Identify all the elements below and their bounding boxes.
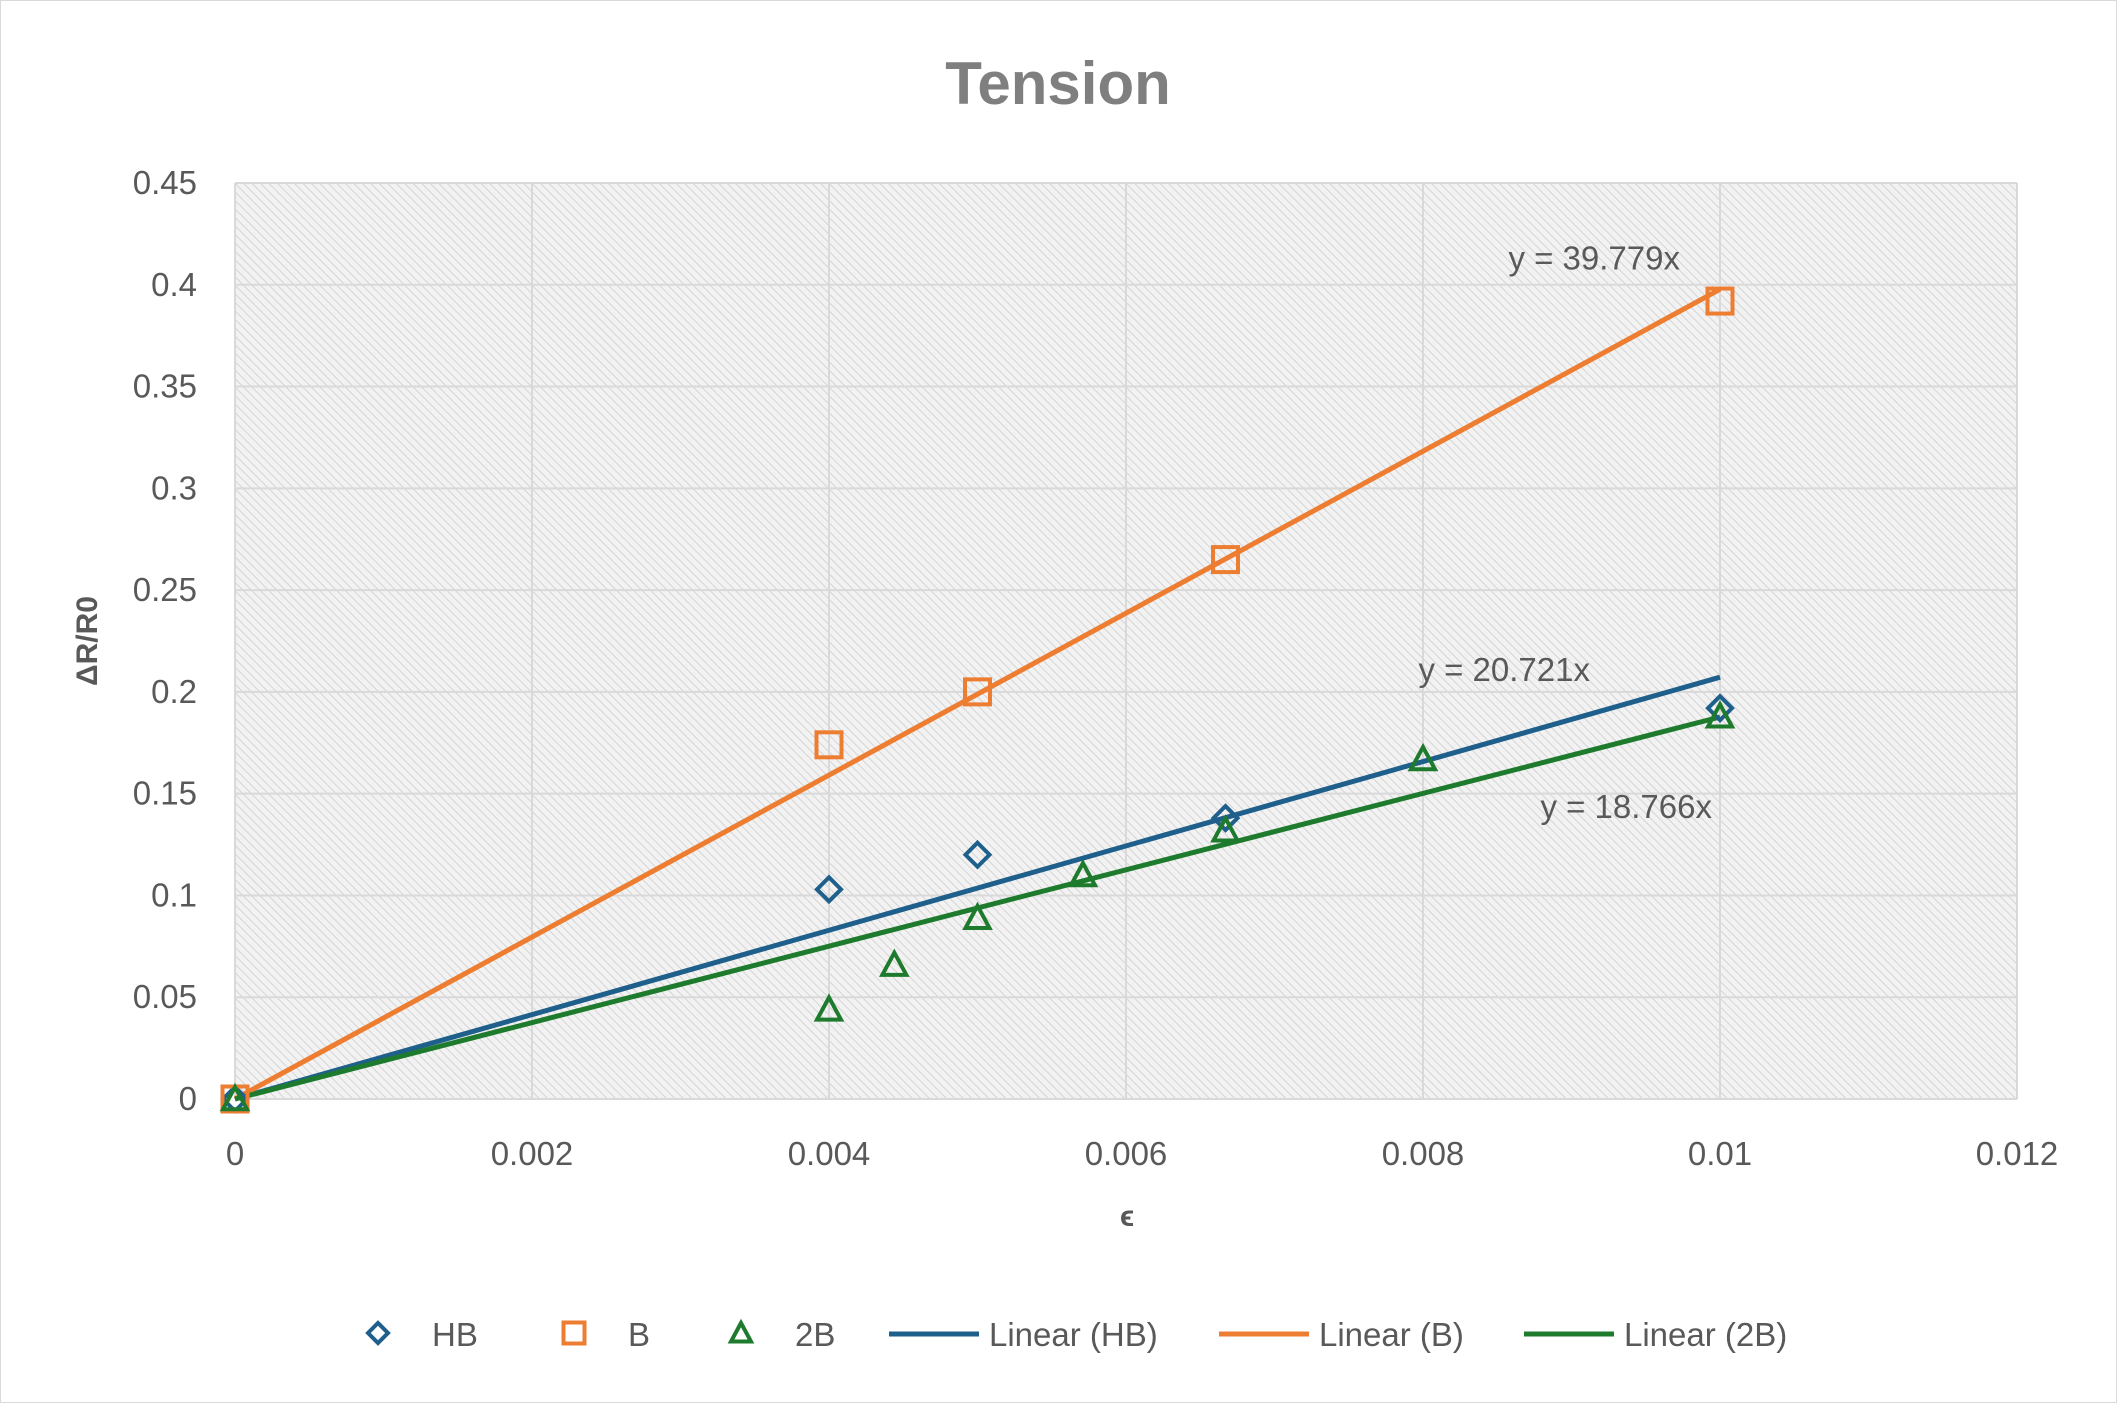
y-tick-label: 0.25: [133, 571, 197, 608]
data-point-2b: [878, 948, 910, 977]
y-tick-label: 0.3: [151, 469, 197, 506]
x-tick-label: 0.01: [1688, 1135, 1752, 1172]
legend-label: Linear (2B): [1624, 1316, 1787, 1353]
y-axis-title: ΔR/R0: [71, 596, 104, 686]
data-point-2b: [1704, 700, 1736, 729]
legend-label: HB: [432, 1316, 478, 1353]
data-point-hb: [1210, 803, 1241, 833]
data-point-2b: [962, 901, 993, 931]
trendline-equation-hb: y = 20.721x: [1418, 651, 1590, 688]
data-point-2b: [1407, 742, 1439, 772]
legend-marker-2b: [727, 1318, 755, 1344]
y-tick-label: 0: [179, 1080, 197, 1117]
gridlines: [234, 182, 2018, 1100]
chart-title: Tension: [945, 50, 1171, 117]
y-tick-label: 0.35: [133, 368, 197, 405]
x-tick-label: 0.002: [491, 1135, 574, 1172]
legend-label: Linear (B): [1319, 1316, 1464, 1353]
x-tick-label: 0.004: [788, 1135, 871, 1172]
data-point-2b: [219, 1082, 251, 1112]
data-point-2b: [1067, 858, 1099, 888]
legend-label: B: [628, 1316, 650, 1353]
trendline-hb: [234, 674, 1721, 1102]
x-tick-label: 0.012: [1976, 1135, 2059, 1172]
trendline-equation-2b: y = 18.766x: [1540, 788, 1712, 825]
legend-label: Linear (HB): [989, 1316, 1158, 1353]
y-tick-label: 0.05: [133, 978, 197, 1015]
y-tick-label: 0.45: [133, 164, 197, 201]
data-point-2b: [1210, 814, 1241, 843]
y-tick-label: 0.4: [151, 266, 197, 303]
x-tick-label: 0.008: [1382, 1135, 1465, 1172]
data-point-2b: [813, 993, 845, 1022]
data-points: [219, 286, 1736, 1114]
data-point-b: [1705, 286, 1735, 316]
x-tick-label: 0: [226, 1135, 244, 1172]
data-point-b: [963, 677, 992, 707]
data-point-hb: [962, 839, 993, 870]
x-tick-label: 0.006: [1085, 1135, 1168, 1172]
data-point-hb: [1705, 693, 1735, 724]
trendline-equation-b: y = 39.779x: [1508, 239, 1680, 276]
legend-label: 2B: [795, 1316, 835, 1353]
data-point-b: [1210, 545, 1240, 575]
data-point-b: [814, 730, 844, 760]
trendline-equations: y = 20.721x y = 39.779x y = 18.766x: [1418, 239, 1712, 825]
trendline-b: [233, 287, 1722, 1102]
y-tick-label: 0.1: [151, 876, 197, 913]
x-axis-title: ϵ: [1120, 1200, 1134, 1233]
legend-marker-hb: [365, 1320, 391, 1346]
legend: HB B 2B Linear (HB) Linear (B) Linear (2B): [365, 1316, 1787, 1353]
y-tick-label: 0.15: [133, 775, 197, 812]
data-point-hb: [814, 874, 844, 905]
legend-marker-b: [561, 1320, 587, 1346]
y-tick-label: 0.2: [151, 673, 197, 710]
tick-labels: 0 0.05 0.1 0.15 0.2 0.25 0.3 0.35 0.4 0.45 0 0.002 0…: [133, 164, 2059, 1172]
